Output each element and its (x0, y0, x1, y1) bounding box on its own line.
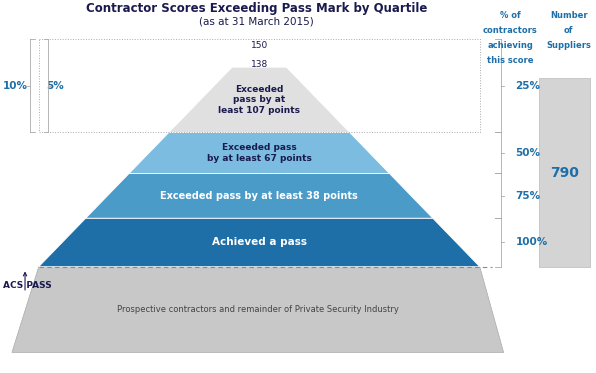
Text: achieving: achieving (488, 41, 533, 50)
Text: 25%: 25% (516, 81, 541, 91)
Polygon shape (129, 132, 389, 173)
Text: this score: this score (487, 56, 533, 65)
Text: 100%: 100% (516, 238, 548, 247)
FancyBboxPatch shape (539, 78, 590, 267)
Polygon shape (39, 218, 480, 267)
Text: Achieved a pass: Achieved a pass (212, 238, 307, 247)
Text: 5%: 5% (46, 81, 64, 91)
Polygon shape (169, 67, 350, 132)
Text: 50%: 50% (516, 148, 541, 158)
Text: 150: 150 (251, 41, 268, 50)
Text: (as at 31 March 2015): (as at 31 March 2015) (199, 17, 313, 27)
Text: Contractor Scores Exceeding Pass Mark by Quartile: Contractor Scores Exceeding Pass Mark by… (86, 2, 427, 15)
Text: Suppliers: Suppliers (546, 41, 591, 50)
Text: Number: Number (550, 11, 588, 20)
Text: Exceeded pass by at least 38 points: Exceeded pass by at least 38 points (160, 191, 358, 201)
Text: contractors: contractors (483, 26, 538, 35)
Text: Exceeded pass
by at least 67 points: Exceeded pass by at least 67 points (207, 143, 312, 163)
Text: 790: 790 (550, 166, 579, 179)
Text: % of: % of (500, 11, 520, 20)
Text: ACS PASS: ACS PASS (3, 281, 52, 290)
Polygon shape (12, 267, 504, 352)
Text: 75%: 75% (516, 191, 541, 201)
Text: Prospective contractors and remainder of Private Security Industry: Prospective contractors and remainder of… (117, 305, 399, 314)
Text: 10%: 10% (3, 81, 28, 91)
Text: of: of (564, 26, 573, 35)
Polygon shape (86, 173, 433, 218)
Text: Exceeded
pass by at
least 107 points: Exceeded pass by at least 107 points (218, 85, 300, 115)
Text: 138: 138 (251, 60, 268, 69)
